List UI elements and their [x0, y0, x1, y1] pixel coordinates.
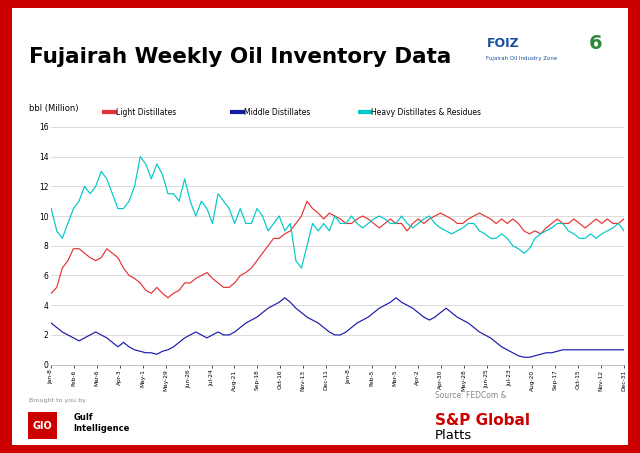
Text: 6: 6 [588, 34, 602, 53]
Text: FOIZ: FOIZ [486, 37, 519, 49]
Text: Source: FEDCom &: Source: FEDCom & [435, 390, 507, 400]
Text: Brought to you by: Brought to you by [29, 398, 86, 404]
Text: Gulf
Intelligence: Gulf Intelligence [74, 413, 130, 433]
Text: Platts: Platts [435, 429, 472, 442]
Text: S&P Global: S&P Global [435, 413, 530, 428]
Text: GIO: GIO [33, 421, 52, 431]
Text: Heavy Distillates & Residues: Heavy Distillates & Residues [371, 108, 481, 117]
Text: Middle Distillates: Middle Distillates [244, 108, 310, 117]
Text: Fujairah Oil Industry Zone: Fujairah Oil Industry Zone [486, 56, 557, 62]
Text: Fujairah Weekly Oil Inventory Data: Fujairah Weekly Oil Inventory Data [29, 47, 451, 67]
Text: bbl (Million): bbl (Million) [29, 104, 78, 113]
Text: Light Distillates: Light Distillates [116, 108, 176, 117]
